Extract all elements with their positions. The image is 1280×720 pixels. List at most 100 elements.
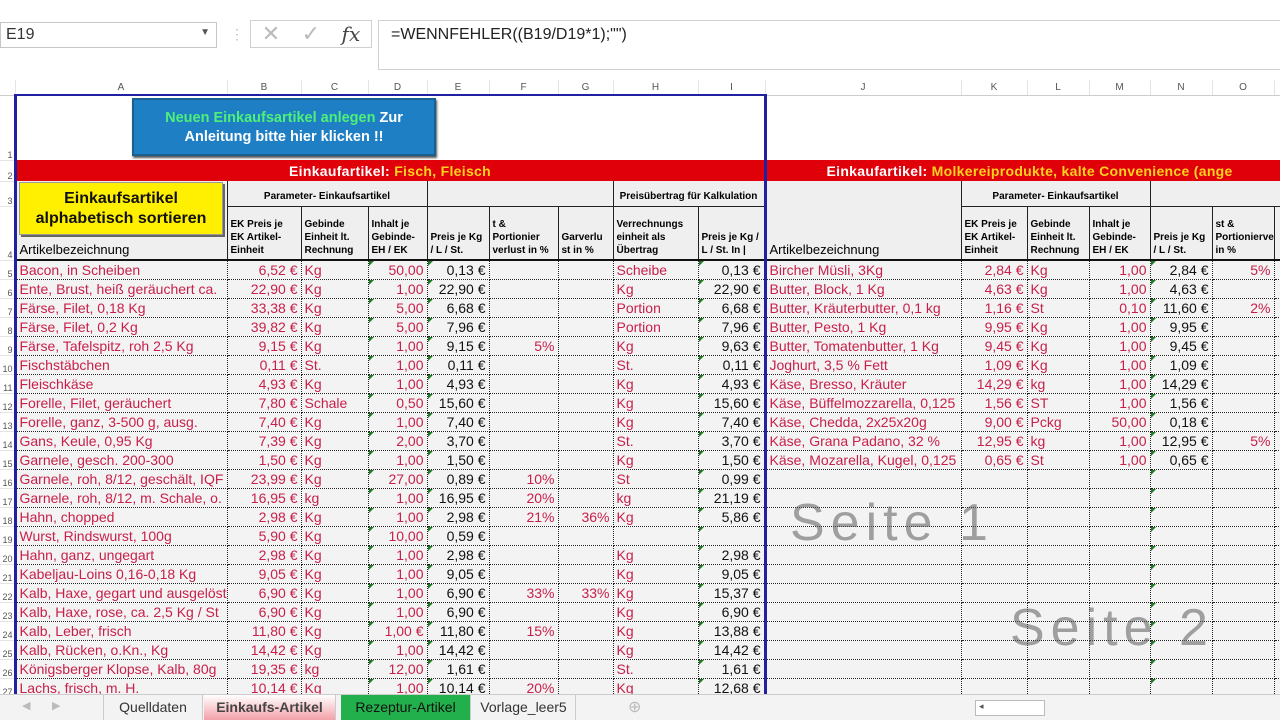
cell-right-4[interactable] bbox=[1150, 583, 1213, 603]
row-header-1[interactable]: 1 bbox=[0, 95, 16, 161]
cell-right-5[interactable] bbox=[1212, 393, 1275, 413]
horizontal-scrollbar[interactable]: ◂ bbox=[975, 700, 1045, 716]
cell-left-1[interactable]: 4,93 € bbox=[227, 374, 302, 394]
cell-left-3[interactable]: 1,00 bbox=[368, 450, 428, 470]
cell-right-3[interactable] bbox=[1089, 678, 1151, 698]
row-header-25[interactable]: 25 bbox=[0, 640, 16, 660]
cell-left-1[interactable]: 9,05 € bbox=[227, 564, 302, 584]
cancel-icon[interactable]: ✕ bbox=[261, 21, 281, 46]
cell-left-7[interactable]: St. bbox=[613, 659, 699, 679]
cell-right-3[interactable]: 50,00 bbox=[1089, 412, 1151, 432]
cell-right-3[interactable] bbox=[1089, 621, 1151, 641]
row-header-23[interactable]: 23 bbox=[0, 602, 16, 622]
cell-left-0[interactable]: Kalb, Haxe, gegart und ausgelöst bbox=[13, 583, 228, 603]
cell-left-6[interactable] bbox=[558, 431, 614, 451]
cell-left-2[interactable]: Kg bbox=[301, 640, 369, 660]
cell-right-1[interactable] bbox=[961, 678, 1028, 698]
sheet-tab-vorlage-leer5[interactable]: Vorlage_leer5 bbox=[472, 695, 576, 720]
cell-left-1[interactable]: 11,80 € bbox=[227, 621, 302, 641]
select-all-corner[interactable] bbox=[0, 80, 16, 96]
cell-right-5[interactable] bbox=[1212, 602, 1275, 622]
column-header-g[interactable]: G bbox=[558, 80, 614, 96]
cell-left-5[interactable] bbox=[489, 564, 559, 584]
cell-right-1[interactable] bbox=[961, 659, 1028, 679]
cell-left-5[interactable] bbox=[489, 412, 559, 432]
cell-left-2[interactable]: Kg bbox=[301, 469, 369, 489]
cell-right-0[interactable]: Käse, Chedda, 2x25x20g bbox=[763, 412, 962, 432]
cell-right-0[interactable] bbox=[763, 469, 962, 489]
cell-right-0[interactable] bbox=[763, 659, 962, 679]
cell-right-6[interactable] bbox=[1274, 260, 1280, 280]
cell-left-4[interactable]: 9,15 € bbox=[427, 336, 490, 356]
cell-left-8[interactable]: 0,13 € bbox=[698, 260, 766, 280]
cell-right-0[interactable]: Käse, Bresso, Kräuter bbox=[763, 374, 962, 394]
enter-icon[interactable]: ✓ bbox=[301, 21, 321, 46]
cell-left-1[interactable]: 39,82 € bbox=[227, 317, 302, 337]
cell-left-2[interactable]: Kg bbox=[301, 336, 369, 356]
cell-left-6[interactable] bbox=[558, 279, 614, 299]
cell-left-4[interactable]: 6,90 € bbox=[427, 602, 490, 622]
cell-right-4[interactable]: 9,95 € bbox=[1150, 317, 1213, 337]
cell-left-1[interactable]: 7,39 € bbox=[227, 431, 302, 451]
cell-left-1[interactable]: 5,90 € bbox=[227, 526, 302, 546]
cell-right-0[interactable] bbox=[763, 526, 962, 546]
cell-left-4[interactable]: 0,59 € bbox=[427, 526, 490, 546]
cell-right-6[interactable] bbox=[1274, 602, 1280, 622]
cell-right-1[interactable] bbox=[961, 564, 1028, 584]
cell-right-1[interactable]: 1,16 € bbox=[961, 298, 1028, 318]
column-header-k[interactable]: K bbox=[961, 80, 1028, 96]
cell-left-3[interactable]: 1,00 bbox=[368, 545, 428, 565]
cell-right-1[interactable]: 0,65 € bbox=[961, 450, 1028, 470]
cell-left-5[interactable] bbox=[489, 431, 559, 451]
cell-left-3[interactable]: 1,00 bbox=[368, 412, 428, 432]
column-header-e[interactable]: E bbox=[427, 80, 490, 96]
cell-right-2[interactable] bbox=[1027, 583, 1090, 603]
cell-left-0[interactable]: Bacon, in Scheiben bbox=[13, 260, 228, 280]
cell-left-6[interactable] bbox=[558, 564, 614, 584]
cell-right-0[interactable] bbox=[763, 583, 962, 603]
cell-right-6[interactable] bbox=[1274, 583, 1280, 603]
cell-left-0[interactable]: Fischstäbchen bbox=[13, 355, 228, 375]
cell-left-3[interactable]: 5,00 bbox=[368, 317, 428, 337]
cell-right-5[interactable] bbox=[1212, 355, 1275, 375]
cell-left-7[interactable]: Kg bbox=[613, 602, 699, 622]
cell-left-1[interactable]: 22,90 € bbox=[227, 279, 302, 299]
cell-right-6[interactable] bbox=[1274, 279, 1280, 299]
cell-right-0[interactable] bbox=[763, 621, 962, 641]
cell-left-5[interactable]: 33% bbox=[489, 583, 559, 603]
cell-left-7[interactable]: Kg bbox=[613, 640, 699, 660]
cell-left-0[interactable]: Fleischkäse bbox=[13, 374, 228, 394]
name-box[interactable]: E19 ▼ bbox=[0, 22, 217, 48]
cell-right-3[interactable]: 1,00 bbox=[1089, 431, 1151, 451]
cell-right-5[interactable] bbox=[1212, 374, 1275, 394]
cell-left-2[interactable]: kg bbox=[301, 659, 369, 679]
cell-left-5[interactable] bbox=[489, 260, 559, 280]
cell-left-3[interactable]: 1,00 bbox=[368, 488, 428, 508]
cell-right-1[interactable]: 1,56 € bbox=[961, 393, 1028, 413]
cell-left-4[interactable]: 10,14 € bbox=[427, 678, 490, 698]
cell-left-4[interactable]: 0,13 € bbox=[427, 260, 490, 280]
cell-right-5[interactable] bbox=[1212, 659, 1275, 679]
sheet-tab-quelldaten[interactable]: Quelldaten bbox=[103, 695, 203, 720]
cell-left-0[interactable]: Kabeljau-Loins 0,16-0,18 Kg bbox=[13, 564, 228, 584]
cell-right-1[interactable]: 9,00 € bbox=[961, 412, 1028, 432]
cell-right-0[interactable]: Käse, Mozarella, Kugel, 0,125 bbox=[763, 450, 962, 470]
cell-left-5[interactable] bbox=[489, 393, 559, 413]
row-header-18[interactable]: 18 bbox=[0, 507, 16, 527]
cell-right-5[interactable] bbox=[1212, 507, 1275, 527]
cell-right-2[interactable]: ST bbox=[1027, 393, 1090, 413]
cell-right-0[interactable]: Joghurt, 3,5 % Fett bbox=[763, 355, 962, 375]
row-header-4[interactable]: 4 bbox=[0, 206, 16, 261]
cell-left-7[interactable]: Kg bbox=[613, 621, 699, 641]
cell-left-2[interactable]: Kg bbox=[301, 431, 369, 451]
row-header-14[interactable]: 14 bbox=[0, 431, 16, 451]
cell-right-5[interactable] bbox=[1212, 450, 1275, 470]
row-header-12[interactable]: 12 bbox=[0, 393, 16, 413]
cell-right-1[interactable] bbox=[961, 507, 1028, 527]
column-header-a[interactable]: A bbox=[15, 80, 228, 96]
cell-left-8[interactable]: 7,96 € bbox=[698, 317, 766, 337]
sort-alphabetically-button[interactable]: Einkaufsartikel alphabetisch sortieren bbox=[19, 182, 223, 235]
cell-left-3[interactable]: 1,00 bbox=[368, 564, 428, 584]
cell-left-6[interactable] bbox=[558, 298, 614, 318]
cell-right-1[interactable] bbox=[961, 602, 1028, 622]
